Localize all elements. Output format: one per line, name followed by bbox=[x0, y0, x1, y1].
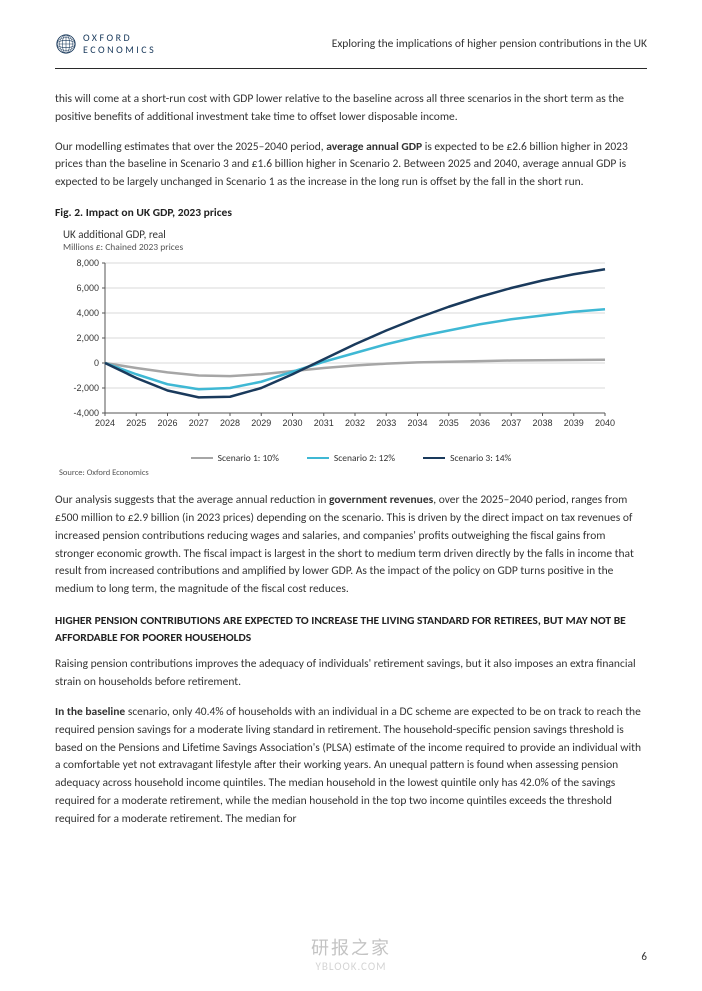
svg-text:2031: 2031 bbox=[314, 418, 334, 428]
legend-swatch bbox=[191, 457, 213, 460]
p3-post: , over the 2025–2040 period, ranges from… bbox=[55, 493, 634, 596]
p3-bold: government revenues bbox=[329, 493, 433, 507]
paragraph-1: this will come at a short-run cost with … bbox=[55, 91, 647, 127]
svg-text:2040: 2040 bbox=[595, 418, 615, 428]
logo-text-2: ECONOMICS bbox=[83, 44, 156, 56]
svg-text:2036: 2036 bbox=[470, 418, 490, 428]
chart-source: Source: Oxford Economics bbox=[59, 468, 647, 478]
p2-pre: Our modelling estimates that over the 20… bbox=[55, 140, 326, 154]
watermark: 研报之家 YBLOOK.COM bbox=[311, 934, 391, 973]
svg-text:0: 0 bbox=[94, 358, 99, 368]
svg-text:2,000: 2,000 bbox=[76, 333, 99, 343]
svg-text:8,000: 8,000 bbox=[76, 258, 99, 268]
svg-text:2038: 2038 bbox=[532, 418, 552, 428]
watermark-bottom: YBLOOK.COM bbox=[311, 960, 391, 973]
svg-text:2024: 2024 bbox=[95, 418, 115, 428]
svg-text:2033: 2033 bbox=[376, 418, 396, 428]
svg-text:2032: 2032 bbox=[345, 418, 365, 428]
chart-subtitle: Millions £: Chained 2023 prices bbox=[63, 241, 647, 253]
svg-text:2027: 2027 bbox=[189, 418, 209, 428]
legend-swatch bbox=[423, 457, 445, 460]
svg-text:-2,000: -2,000 bbox=[73, 383, 99, 393]
line-chart-svg: -4,000 -2,000 0 2,000 4,000 6,000 8,000 2024 202… bbox=[55, 255, 615, 450]
legend-item: Scenario 2: 12% bbox=[307, 452, 395, 464]
legend-item: Scenario 3: 14% bbox=[423, 452, 511, 464]
paragraph-3: Our analysis suggests that the average a… bbox=[55, 492, 647, 599]
legend-label: Scenario 2: 12% bbox=[334, 452, 395, 464]
section-heading: HIGHER PENSION CONTRIBUTIONS ARE EXPECTE… bbox=[55, 613, 647, 646]
svg-text:2037: 2037 bbox=[501, 418, 521, 428]
publisher-logo: OXFORD ECONOMICS bbox=[55, 32, 156, 56]
legend-label: Scenario 1: 10% bbox=[218, 452, 279, 464]
page-number: 6 bbox=[641, 950, 647, 963]
p3-pre: Our analysis suggests that the average a… bbox=[55, 493, 329, 507]
page-header: OXFORD ECONOMICS Exploring the implicati… bbox=[55, 32, 647, 69]
paragraph-5: In the baseline scenario, only 40.4% of … bbox=[55, 704, 647, 829]
watermark-top: 研报之家 bbox=[311, 934, 391, 960]
svg-text:2025: 2025 bbox=[126, 418, 146, 428]
legend-item: Scenario 1: 10% bbox=[191, 452, 279, 464]
svg-text:2030: 2030 bbox=[282, 418, 302, 428]
svg-text:2039: 2039 bbox=[564, 418, 584, 428]
legend-swatch bbox=[307, 457, 329, 460]
svg-text:2029: 2029 bbox=[251, 418, 271, 428]
svg-text:2034: 2034 bbox=[407, 418, 427, 428]
p5-post: scenario, only 40.4% of households with … bbox=[55, 705, 641, 826]
chart-title: UK additional GDP, real bbox=[63, 228, 647, 241]
legend-label: Scenario 3: 14% bbox=[450, 452, 511, 464]
svg-text:2035: 2035 bbox=[439, 418, 459, 428]
paragraph-2: Our modelling estimates that over the 20… bbox=[55, 139, 647, 192]
running-title: Exploring the implications of higher pen… bbox=[332, 37, 647, 51]
svg-text:6,000: 6,000 bbox=[76, 283, 99, 293]
figure-caption: Fig. 2. Impact on UK GDP, 2023 prices bbox=[55, 206, 647, 220]
globe-icon bbox=[55, 33, 77, 55]
figure-2-chart: UK additional GDP, real Millions £: Chai… bbox=[55, 228, 647, 464]
svg-text:-4,000: -4,000 bbox=[73, 408, 99, 418]
svg-text:4,000: 4,000 bbox=[76, 308, 99, 318]
p5-bold: In the baseline bbox=[55, 705, 125, 719]
svg-text:2028: 2028 bbox=[220, 418, 240, 428]
p2-bold: average annual GDP bbox=[326, 140, 422, 154]
paragraph-4: Raising pension contributions improves t… bbox=[55, 656, 647, 692]
svg-text:2026: 2026 bbox=[157, 418, 177, 428]
chart-legend: Scenario 1: 10% Scenario 2: 12% Scenario 3… bbox=[55, 452, 647, 464]
